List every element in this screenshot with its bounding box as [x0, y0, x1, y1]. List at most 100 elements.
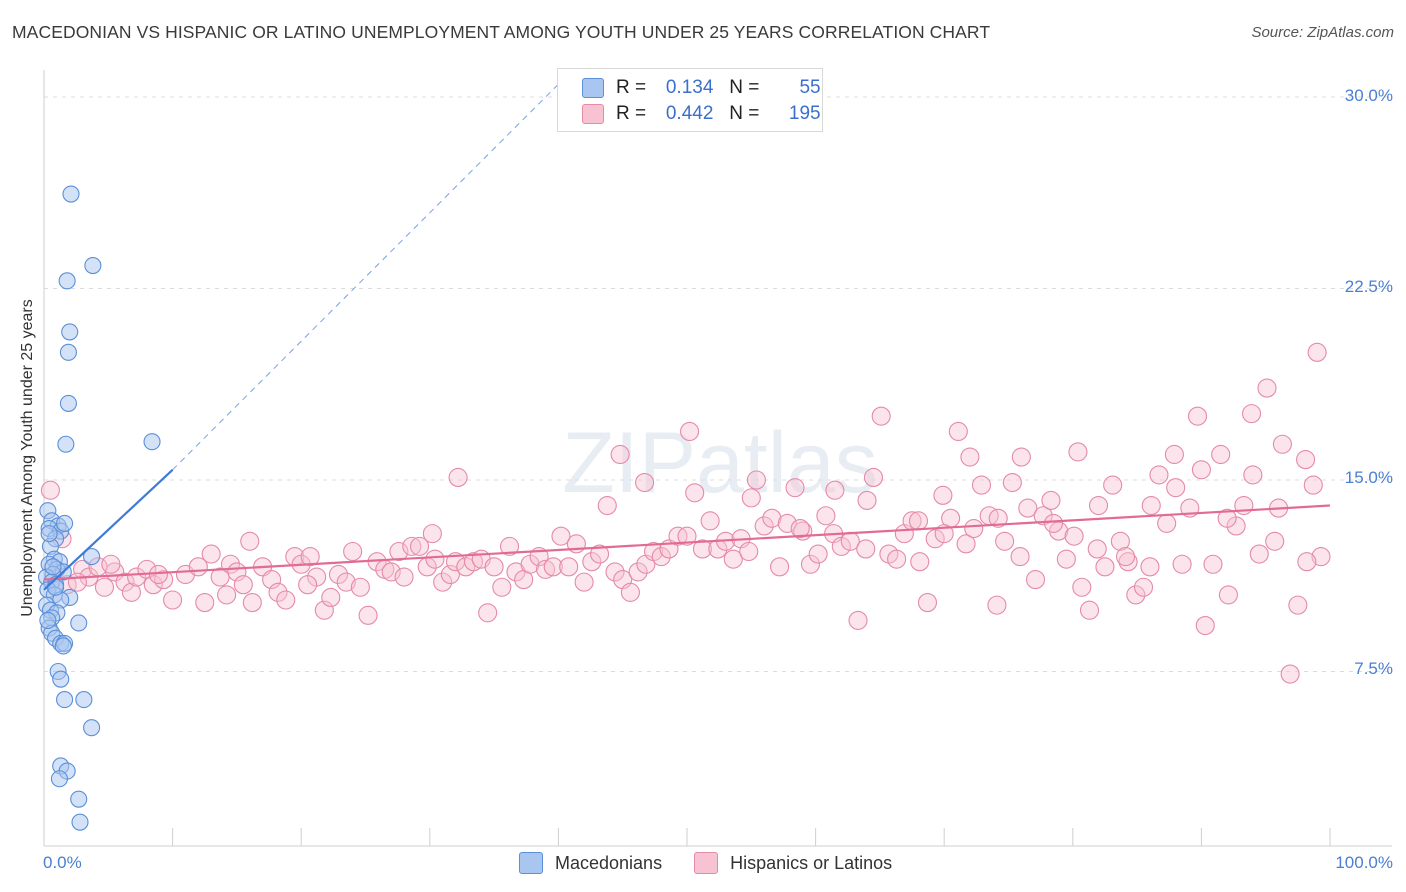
- hispanic-point: [790, 518, 810, 539]
- macedonian-point: [50, 770, 68, 788]
- source-credit: Source: ZipAtlas.com: [1251, 24, 1394, 41]
- hispanic-point: [1311, 547, 1331, 567]
- hispanic-point: [1166, 478, 1186, 498]
- macedonian-point: [59, 343, 77, 361]
- hispanic-point: [856, 539, 876, 559]
- macedonian-point: [58, 272, 76, 290]
- hispanic-point: [1088, 495, 1109, 516]
- hispanic-point: [148, 564, 169, 585]
- hispanic-point: [971, 475, 992, 495]
- hispanic-point: [988, 508, 1008, 528]
- hispanic-point: [94, 577, 114, 597]
- macedonian-point: [59, 394, 77, 412]
- macedonian-trend-line: [43, 468, 174, 591]
- hispanic-point: [240, 531, 260, 551]
- hispanic-point: [857, 490, 877, 510]
- hispanic-point: [908, 511, 929, 531]
- hispanic-point: [1303, 475, 1323, 495]
- hispanic-point: [746, 470, 766, 490]
- hispanic-point: [217, 585, 237, 605]
- hispanic-point: [685, 483, 705, 503]
- y-axis-label: Unemployment Among Youth under 25 years: [19, 299, 36, 617]
- macedonian-point: [39, 611, 57, 629]
- hispanic-point: [917, 593, 938, 613]
- hispanic-point: [610, 444, 630, 465]
- macedonian-point: [52, 670, 70, 688]
- hispanic-point: [1307, 342, 1327, 362]
- hispanic-point: [723, 549, 743, 569]
- legend-row-hispanics: R = 0.442 N = 195: [582, 103, 821, 125]
- legend-label-macedonians: Macedonians: [555, 852, 663, 873]
- hispanic-point: [1025, 570, 1046, 590]
- macedonian-point: [56, 514, 74, 532]
- hispanic-point: [1033, 506, 1053, 526]
- hispanic-point: [1126, 585, 1146, 605]
- chart-title: MACEDONIAN VS HISPANIC OR LATINO UNEMPLO…: [12, 22, 991, 42]
- hispanic-point: [201, 544, 221, 564]
- legend-item-macedonians[interactable]: Macedonians: [519, 852, 662, 874]
- hispanic-point: [1218, 585, 1238, 605]
- hispanic-point: [242, 593, 262, 613]
- hispanic-point: [1164, 444, 1184, 465]
- trend-lines: [43, 83, 1331, 591]
- hispanic-point: [700, 511, 720, 531]
- hispanic-point: [620, 582, 640, 602]
- hispanic-point: [101, 554, 121, 574]
- hispanic-trend-line: [43, 504, 1331, 581]
- hispanic-point: [67, 572, 87, 592]
- hispanic-point: [1296, 450, 1316, 470]
- macedonian-point: [47, 578, 65, 596]
- hispanic-point: [777, 513, 797, 533]
- hispanic-point: [276, 590, 296, 610]
- legend-n-value: 55: [799, 77, 821, 98]
- hispanic-point: [1203, 554, 1223, 574]
- hispanic-point: [143, 575, 163, 595]
- hispanic-point: [463, 552, 484, 572]
- legend-label-hispanics: Hispanics or Latinos: [730, 852, 893, 873]
- watermark: ZIPatlas: [562, 415, 877, 511]
- hispanic-point: [1043, 513, 1064, 533]
- hispanic-swatch: [582, 104, 604, 124]
- hispanic-point: [1242, 404, 1262, 424]
- hispanic-point: [321, 587, 341, 608]
- hispanic-point: [163, 590, 183, 610]
- hispanic-point: [1187, 406, 1208, 426]
- legend-n-value: 195: [788, 103, 821, 124]
- hispanic-point: [848, 610, 868, 630]
- hispanic-point: [1087, 539, 1107, 559]
- hispanic-point: [409, 536, 430, 556]
- series-legend: Macedonians Hispanics or Latinos: [519, 852, 924, 874]
- hispanic-point: [478, 603, 498, 623]
- hispanic-point: [1149, 465, 1169, 485]
- hispanic-point: [1211, 444, 1231, 465]
- hispanic-point: [298, 575, 318, 595]
- hispanic-point: [1010, 547, 1030, 567]
- macedonian-point: [54, 637, 72, 655]
- legend-r-label: R =: [616, 77, 647, 98]
- axes: [43, 70, 1392, 847]
- x-tick-max: 100.0%: [1335, 853, 1393, 872]
- hispanic-point: [1041, 490, 1061, 510]
- hispanic-point: [328, 564, 349, 585]
- y-tick-30: 30.0%: [1344, 86, 1393, 105]
- y-tick-15: 15.0%: [1344, 468, 1393, 487]
- hispanic-point: [492, 577, 512, 597]
- hispanic-point: [1257, 378, 1277, 398]
- hispanic-point: [680, 421, 700, 442]
- hispanic-point: [1133, 577, 1154, 597]
- legend-item-hispanics[interactable]: Hispanics or Latinos: [694, 852, 892, 874]
- hispanic-point: [995, 531, 1015, 551]
- y-tick-7-5: 7.5%: [1354, 659, 1393, 678]
- hispanic-point: [1195, 615, 1215, 636]
- macedonian-point: [57, 435, 75, 453]
- hispanic-point: [40, 480, 60, 500]
- hispanic-point: [402, 536, 422, 556]
- hispanic-point: [741, 488, 761, 508]
- hispanic-point: [1297, 552, 1317, 572]
- hispanic-point: [825, 480, 845, 500]
- hispanic-point: [1018, 498, 1038, 518]
- macedonian-point: [70, 614, 88, 632]
- hispanic-point: [816, 506, 836, 526]
- legend-r-label: R =: [616, 103, 647, 124]
- hispanic-point: [535, 559, 556, 579]
